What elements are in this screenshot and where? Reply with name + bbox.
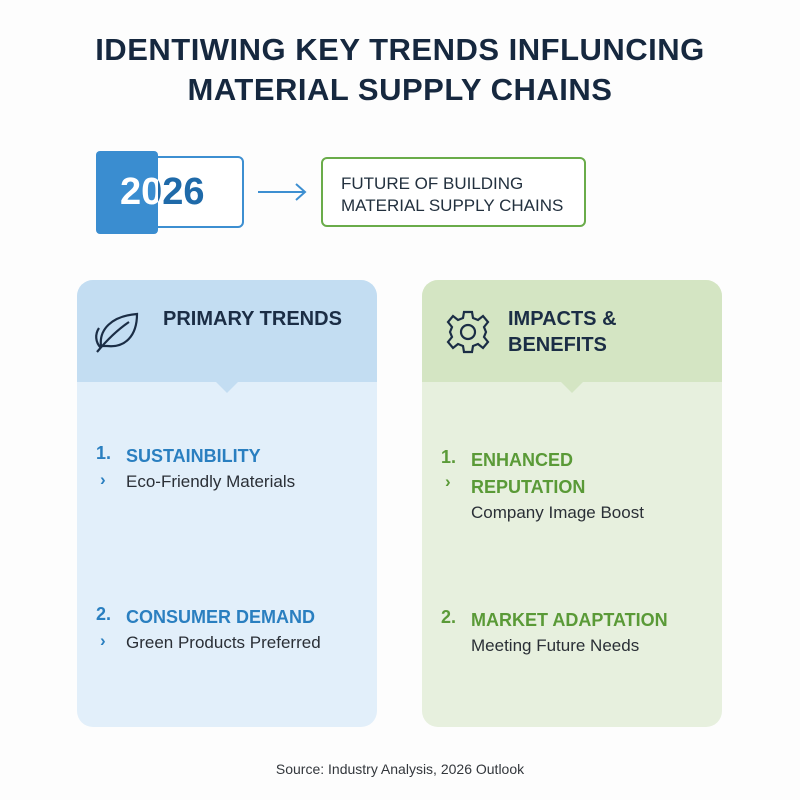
item-title: CONSUMER DEMAND [126, 607, 315, 627]
title: IDENTIWING KEY TRENDS INFLUNCING MATERIA… [95, 32, 705, 107]
item-detail: Company Image Boost [471, 503, 644, 522]
item-detail: Eco-Friendly Materials [126, 472, 296, 491]
item-number: 1. [441, 447, 457, 467]
leaf-icon [95, 312, 139, 353]
arrow [258, 183, 307, 201]
pointer [215, 381, 239, 393]
chevron: › [100, 470, 106, 489]
panel-trends: PRIMARY TRENDS 1. SUSTAINBILITY › Eco-Fr… [77, 280, 377, 727]
item-title: ENHANCED REPUTATION [471, 450, 586, 497]
target-box: FUTURE OF BUILDING MATERIAL SUPPLY CHAIN… [321, 157, 586, 227]
panel-heading: PRIMARY TRENDS [163, 308, 342, 330]
item-title: MARKET ADAPTATION [471, 610, 668, 630]
year-fill: 2026 [96, 151, 158, 234]
item-number: 2. [96, 604, 112, 624]
panel-header: PRIMARY TRENDS [77, 280, 377, 393]
gear-icon [446, 310, 490, 354]
chevron: › [100, 631, 106, 650]
target: FUTURE OF BUILDING MATERIAL SUPPLY CHAIN… [341, 174, 564, 215]
panel-header: IMPACTS & BENEFITS [422, 280, 722, 393]
chevron: › [445, 472, 451, 491]
item-number: 2. [441, 607, 457, 627]
source: Source: Industry Analysis, 2026 Outlook [275, 761, 525, 777]
pointer [560, 381, 584, 393]
year-overlay: 2026 [120, 171, 158, 213]
item-title: SUSTAINBILITY [126, 446, 261, 466]
panel-heading: IMPACTS & BENEFITS [508, 308, 617, 356]
item-detail: Green Products Preferred [126, 633, 321, 652]
item-number: 1. [96, 443, 112, 463]
panel-impacts: IMPACTS & BENEFITS 1. ENHANCED REPUTATIO… [422, 280, 722, 727]
item-detail: Meeting Future Needs [471, 636, 640, 655]
